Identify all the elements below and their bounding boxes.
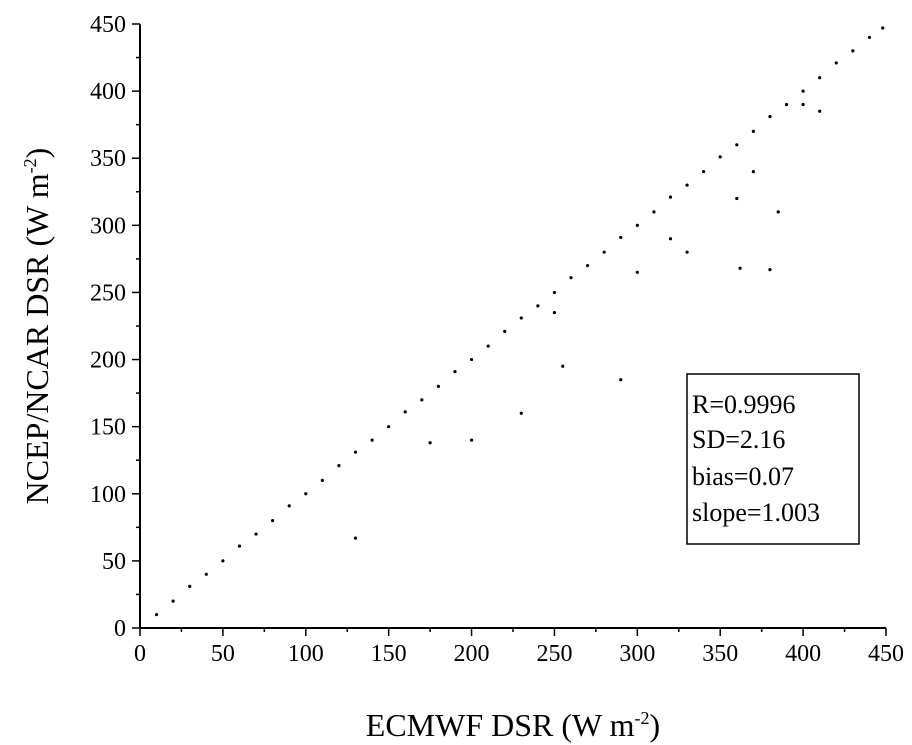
scatter-point (718, 155, 722, 159)
y-axis-title: NCEP/NCAR DSR (W m-2) (19, 148, 55, 505)
scatter-point (784, 102, 789, 107)
scatter-point (469, 357, 474, 362)
scatter-point (536, 304, 540, 308)
scatter-point (818, 76, 822, 80)
scatter-point (420, 398, 424, 402)
scatter-point (552, 290, 557, 295)
scatter-point (503, 329, 507, 333)
stats-bias: bias=0.07 (692, 462, 794, 491)
scatter-point (370, 438, 374, 442)
scatter-point (320, 478, 324, 482)
scatter-point (337, 463, 341, 468)
scatter-point (237, 544, 242, 548)
y-tick-label: 100 (90, 482, 126, 508)
scatter-point (881, 26, 885, 30)
scatter-point (586, 264, 590, 268)
scatter-point (834, 61, 838, 65)
scatter-point (304, 492, 308, 496)
scatter-point (867, 35, 872, 40)
y-tick-label: 350 (90, 146, 126, 172)
x-tick-label: 100 (288, 641, 324, 667)
scatter-point (486, 344, 490, 348)
scatter-point (287, 504, 291, 508)
scatter-point (453, 370, 457, 374)
x-tick-label: 50 (211, 641, 235, 667)
scatter-point (561, 364, 565, 368)
scatter-point (685, 183, 689, 187)
scatter-point (801, 102, 805, 107)
scatter-point (702, 170, 706, 174)
stats-box: R=0.9996 SD=2.16 bias=0.07 slope=1.003 (686, 373, 860, 545)
scatter-point (353, 450, 358, 454)
scatter-point (768, 268, 772, 272)
scatter-point (738, 266, 742, 270)
scatter-point (619, 235, 623, 240)
scatter-point (851, 49, 855, 53)
y-tick-label: 200 (90, 348, 126, 374)
scatter-point (751, 170, 755, 174)
scatter-point (403, 410, 407, 414)
scatter-point (154, 612, 159, 617)
y-tick-label: 250 (90, 280, 126, 306)
scatter-point (735, 143, 739, 147)
scatter-point (387, 425, 391, 429)
scatter-point (768, 115, 772, 119)
scatter-point (735, 196, 739, 201)
x-axis-ticks: 0 50 100 150 200 250 300 350 400 450 (134, 628, 904, 667)
x-tick-label: 150 (371, 641, 407, 667)
scatter-point (619, 378, 623, 382)
scatter-point (801, 89, 805, 93)
scatter-point (221, 559, 225, 563)
stats-box-frame (686, 373, 860, 545)
scatter-point (652, 210, 656, 214)
scatter-point (668, 237, 673, 241)
scatter-point (776, 210, 780, 214)
scatter-point (751, 129, 755, 133)
y-tick-label: 300 (90, 213, 126, 239)
scatter-point (668, 195, 673, 199)
data-points (154, 26, 885, 617)
x-tick-label: 400 (785, 641, 821, 667)
scatter-point (569, 276, 573, 280)
stats-slope: slope=1.003 (692, 498, 820, 527)
scatter-point (602, 250, 606, 254)
x-tick-label: 300 (619, 641, 655, 667)
y-tick-label: 400 (90, 79, 126, 105)
y-tick-label: 0 (114, 616, 126, 642)
scatter-point (436, 384, 440, 388)
x-tick-label: 200 (454, 641, 490, 667)
scatter-point (428, 441, 432, 445)
x-tick-label: 450 (868, 641, 904, 667)
scatter-point (188, 584, 192, 588)
y-axis-ticks: 0 50 100 150 200 250 300 350 400 450 (90, 12, 140, 642)
stats-sd: SD=2.16 (692, 425, 785, 454)
x-tick-label: 0 (134, 641, 146, 667)
scatter-point (818, 109, 822, 113)
scatter-point (171, 599, 175, 603)
scatter-point (685, 250, 689, 254)
scatter-point (519, 316, 523, 320)
scatter-point (469, 438, 474, 442)
scatter-point (254, 532, 258, 536)
scatter-point (635, 223, 639, 227)
stats-r: R=0.9996 (692, 390, 796, 419)
x-tick-label: 250 (536, 641, 572, 667)
y-tick-label: 50 (102, 549, 126, 575)
scatter-point (519, 411, 523, 415)
y-tick-label: 450 (90, 12, 126, 38)
scatter-point (271, 519, 275, 523)
y-tick-label: 150 (90, 415, 126, 441)
scatter-point (353, 536, 358, 540)
x-tick-label: 350 (702, 641, 738, 667)
scatter-point (552, 310, 557, 315)
x-axis-title: ECMWF DSR (W m-2) (366, 707, 660, 743)
scatter-point (204, 572, 208, 576)
scatter-point (635, 270, 639, 274)
